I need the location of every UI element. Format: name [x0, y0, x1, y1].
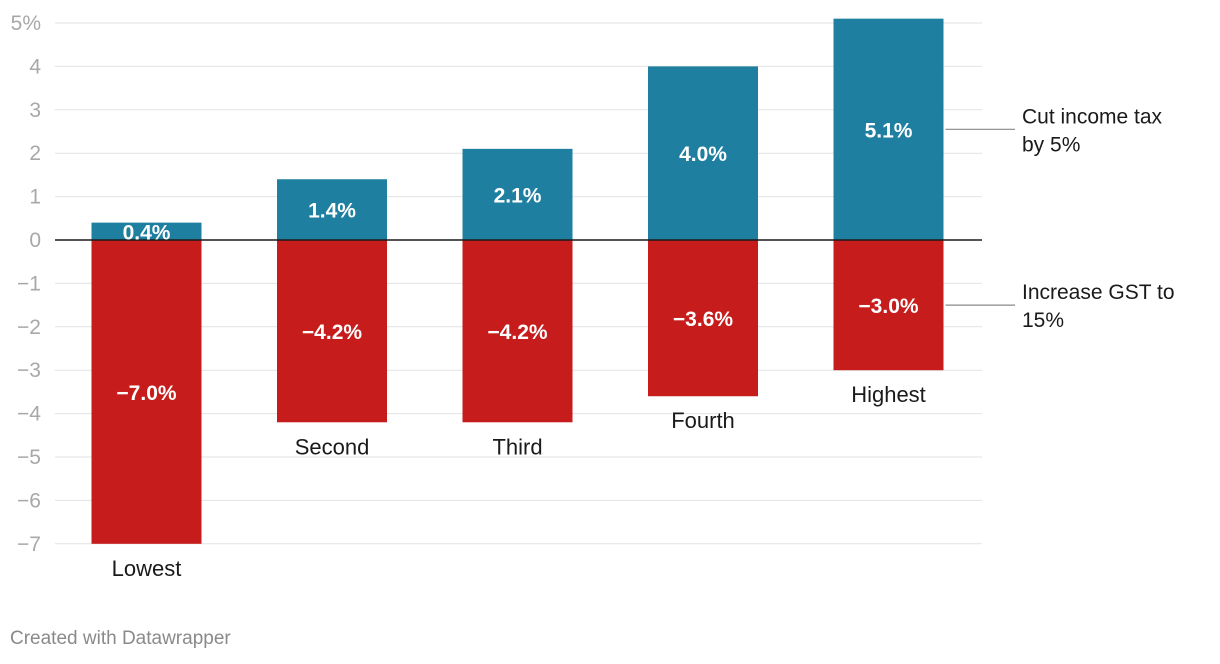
y-tick-label: −4 [17, 403, 41, 426]
bar-negative [833, 240, 944, 371]
bar-positive [277, 179, 387, 240]
bar-negative [648, 240, 758, 397]
y-tick-label: 0 [29, 229, 41, 252]
bar-value-label: 1.4% [308, 200, 356, 223]
bar-value-label: −7.0% [116, 382, 176, 405]
y-tick-label: 1 [29, 186, 41, 209]
bars [91, 18, 944, 544]
credit-text: Created with Datawrapper [10, 628, 231, 649]
y-tick-label: 3 [29, 99, 41, 122]
bar-positive [462, 148, 573, 240]
bar-negative [91, 240, 202, 544]
bar-positive [833, 18, 944, 240]
legend: Cut income tax by 5% Increase GST to 15% [945, 105, 1175, 332]
bar-positive [91, 222, 202, 240]
bar-value-label: 5.1% [865, 119, 913, 142]
category-labels: Lowest Second Third Fourth Highest [112, 382, 926, 581]
y-tick-label: −5 [17, 446, 41, 469]
y-axis: 5% 4 3 2 1 0 −1 −2 −3 −4 −5 −6 −7 [11, 12, 42, 556]
y-tick-label: −2 [17, 316, 41, 339]
legend-label: Cut income tax [1022, 105, 1163, 128]
bar-positive [648, 66, 758, 241]
category-label: Fourth [671, 408, 735, 433]
legend-label: Increase GST to [1022, 281, 1175, 304]
bar-value-label: 4.0% [679, 143, 727, 166]
category-label: Second [295, 434, 370, 459]
y-tick-label: −7 [17, 533, 41, 556]
bar-value-label: −4.2% [302, 321, 362, 344]
category-label: Highest [851, 382, 926, 407]
legend-label: by 5% [1022, 133, 1080, 156]
bar-value-label: −3.0% [858, 295, 918, 318]
bar-value-label: 2.1% [494, 184, 542, 207]
y-tick-label: −1 [17, 272, 41, 295]
y-tick-label: 2 [29, 142, 41, 165]
bar-value-label: −4.2% [487, 321, 547, 344]
bar-value-label: −3.6% [673, 308, 733, 331]
bar-negative [462, 240, 573, 423]
category-label: Lowest [112, 556, 182, 581]
y-tick-label: −6 [17, 489, 41, 512]
bar-value-label: 0.4% [123, 221, 171, 244]
y-tick-label: −3 [17, 359, 41, 382]
legend-label: 15% [1022, 309, 1064, 332]
chart: 5% 4 3 2 1 0 −1 −2 −3 −4 −5 −6 −7 0.4% 1.4% 2.1% 4.0% 5.… [11, 12, 1175, 581]
bar-value-labels: 0.4% 1.4% 2.1% 4.0% 5.1% −7.0% −4.2% −4.2% −3.6%… [116, 119, 918, 405]
y-tick-label: 5% [11, 12, 41, 35]
y-tick-label: 4 [29, 55, 41, 78]
bar-negative [277, 240, 387, 423]
category-label: Third [492, 434, 542, 459]
